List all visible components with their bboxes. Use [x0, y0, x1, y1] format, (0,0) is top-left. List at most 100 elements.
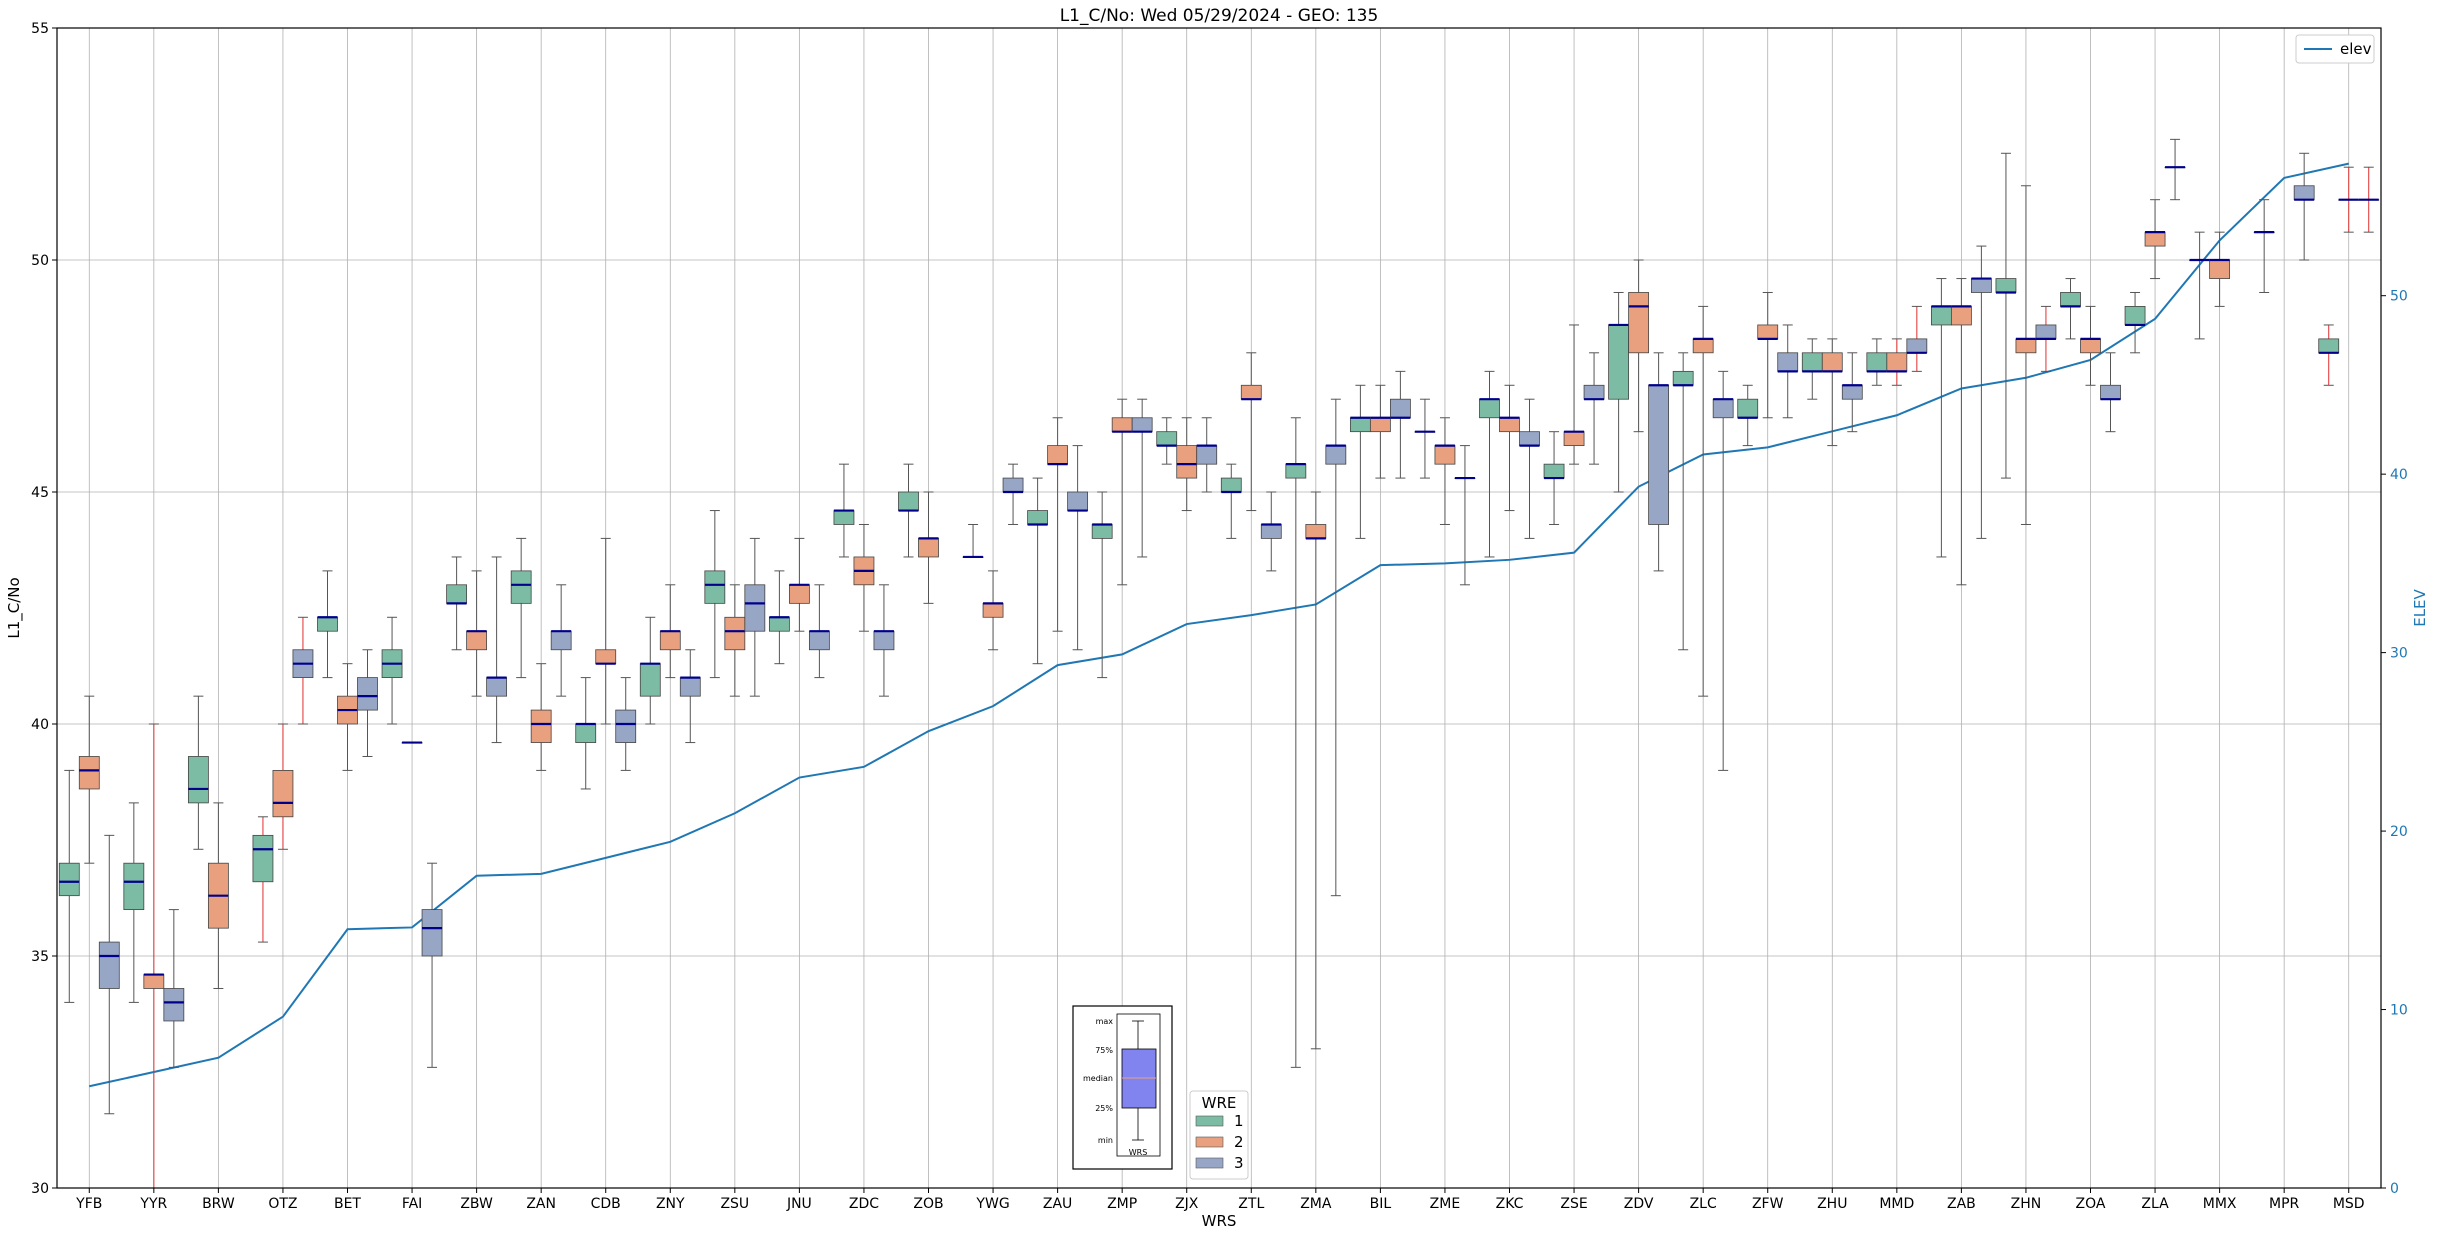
- box-key-xlabel: WRS: [1129, 1148, 1148, 1157]
- wre-legend-label-1: 1: [1234, 1112, 1244, 1130]
- wre-legend-label-2: 2: [1234, 1133, 1244, 1151]
- x-tick-label: ZDC: [849, 1196, 879, 1212]
- iqr-box: [724, 616, 746, 651]
- iqr-box: [615, 709, 637, 743]
- iqr-box: [1067, 491, 1089, 511]
- iqr-box: [530, 709, 552, 743]
- y-right-tick-label: 50: [2390, 289, 2408, 305]
- elev-legend-box: [2295, 34, 2375, 64]
- iqr-box: [1285, 463, 1307, 479]
- box-key-label-min: min: [1098, 1136, 1113, 1145]
- box-zma-wre2: [1305, 491, 1327, 1050]
- elev-legend: elev: [2295, 34, 2375, 64]
- iqr-box: [1866, 352, 1888, 372]
- iqr-box: [1841, 384, 1863, 400]
- x-tick-label: YFB: [75, 1196, 102, 1212]
- iqr-box: [1240, 384, 1262, 400]
- x-tick-label: ZLA: [2141, 1196, 2169, 1212]
- x-tick-label: FAI: [402, 1196, 422, 1212]
- y-tick-label: 55: [31, 21, 49, 37]
- box-zdc-wre1: [833, 463, 855, 558]
- iqr-box: [768, 616, 790, 632]
- y-tick-label: 50: [31, 253, 49, 269]
- x-tick-label: ZTL: [1238, 1196, 1264, 1212]
- x-tick-label: ZFW: [1752, 1196, 1784, 1212]
- iqr-box: [918, 538, 939, 558]
- iqr-box: [1737, 398, 1759, 419]
- x-tick-label: ZBW: [460, 1196, 493, 1212]
- axis-layer: YFB YYR BRW OTZ BET FAI ZBW ZAN CDB ZNY ZSU JNU ZDC Z…: [31, 21, 2408, 1212]
- box-zan-wre2: [530, 663, 552, 771]
- box-zmp-wre1: [1091, 491, 1113, 679]
- box-zfw-wre2: [1757, 291, 1779, 419]
- x-tick-label: ZAB: [1947, 1196, 1976, 1212]
- x-tick-label: JNU: [786, 1196, 812, 1212]
- iqr-box: [1389, 398, 1411, 419]
- box-yfb-wre3: [98, 834, 120, 1115]
- iqr-box: [421, 909, 443, 957]
- box-ztl-wre1: [1220, 463, 1242, 539]
- iqr-box: [2015, 338, 2037, 354]
- box-bet-wre3: [357, 649, 378, 757]
- iqr-box: [252, 834, 274, 883]
- chart-title: L1_C/No: Wed 05/29/2024 - GEO: 135: [1060, 6, 1379, 26]
- box-zob-wre2: [918, 491, 939, 604]
- iqr-box: [2318, 338, 2340, 354]
- iqr-box: [1499, 417, 1520, 433]
- iqr-box: [1091, 524, 1113, 539]
- iqr-box: [2060, 292, 2081, 307]
- x-tick-label: YWG: [975, 1196, 1009, 1212]
- box-yyr-wre2: [143, 723, 165, 1189]
- x-tick-label: BRW: [202, 1196, 235, 1212]
- box-yyr-wre3: [163, 909, 185, 1068]
- iqr-box: [486, 677, 508, 697]
- iqr-box: [1543, 463, 1565, 479]
- box-zma-wre1: [1285, 417, 1307, 1068]
- box-mpr-wre1: [2253, 199, 2275, 293]
- x-tick-label: BET: [334, 1196, 361, 1212]
- box-zme-wre2: [1434, 417, 1456, 525]
- box-zfw-wre3: [1777, 324, 1799, 419]
- box-zau-wre3: [1067, 445, 1089, 651]
- box-zse-wre2: [1563, 324, 1585, 465]
- x-tick-label: OTZ: [268, 1196, 297, 1212]
- iqr-box: [2293, 185, 2315, 201]
- iqr-box: [1628, 292, 1650, 354]
- iqr-box: [1002, 477, 1024, 493]
- iqr-box: [1672, 370, 1694, 386]
- box-mmx-wre2: [2209, 231, 2231, 307]
- box-zme-wre1: [1414, 398, 1436, 479]
- iqr-box: [1349, 417, 1371, 433]
- box-key-label-max: max: [1096, 1017, 1114, 1026]
- y-right-tick-label: 0: [2390, 1181, 2399, 1197]
- iqr-box: [1712, 398, 1734, 419]
- x-tick-label: MPR: [2269, 1196, 2300, 1212]
- box-zhn-wre1: [1995, 152, 2017, 479]
- x-tick-label: ZHU: [1817, 1196, 1847, 1212]
- iqr-box: [1176, 445, 1198, 479]
- box-zmp-wre3: [1131, 398, 1153, 558]
- x-tick-label: ZDV: [1624, 1196, 1654, 1212]
- box-zlc-wre3: [1712, 370, 1734, 771]
- box-zma-wre3: [1325, 398, 1347, 897]
- iqr-box: [833, 510, 855, 525]
- wre-legend-box: [1189, 1090, 1249, 1180]
- box-zjx-wre2: [1176, 417, 1198, 512]
- box-fai-wre1: [381, 616, 403, 725]
- iqr-box: [1260, 524, 1282, 539]
- box-key-inset: max 75% median 25% min WRS: [1072, 1005, 1173, 1170]
- box-zbw-wre3: [486, 556, 508, 744]
- box-jnu-wre2: [788, 537, 810, 632]
- box-zsu-wre3: [744, 537, 766, 697]
- x-tick-label: BIL: [1370, 1196, 1392, 1212]
- box-key-label-q1: 25%: [1095, 1104, 1113, 1113]
- box-bil-wre2: [1369, 384, 1391, 479]
- box-ywg-wre2: [982, 570, 1004, 651]
- iqr-box: [446, 584, 468, 604]
- box-zla-wre3: [2164, 138, 2186, 201]
- box-msd-wre1: [2318, 324, 2340, 386]
- box-mpr-wre3: [2293, 152, 2315, 261]
- iqr-box: [1305, 524, 1327, 539]
- iqr-box: [1906, 338, 1928, 354]
